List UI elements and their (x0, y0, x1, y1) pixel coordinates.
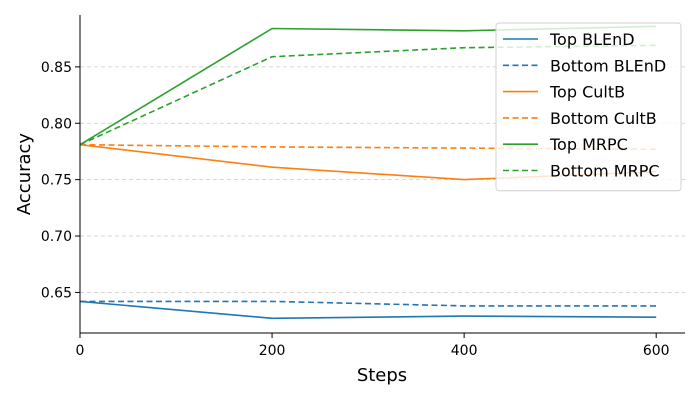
series-line-0 (79, 300, 657, 320)
series-line-1 (80, 300, 657, 307)
legend-label: Bottom BLEnD (550, 56, 666, 75)
x-ticks: 0 200 400 600 (76, 333, 670, 359)
legend: Top BLEnD Bottom BLEnD Top CultB Bottom Cul… (495, 22, 682, 192)
axes (79, 15, 685, 334)
y-tick-label: 0.65 (41, 285, 72, 301)
y-ticks: 0.65 0.70 0.75 0.80 0.85 (41, 60, 80, 301)
legend-label: Top BLEnD (549, 30, 635, 49)
legend-label: Top CultB (549, 83, 625, 102)
x-tick-label: 600 (643, 343, 670, 359)
y-axis-title: Accuracy (14, 133, 35, 216)
y-tick-label: 0.80 (41, 116, 72, 132)
legend-label: Top MRPC (549, 135, 628, 154)
x-tick-label: 200 (259, 343, 286, 359)
legend-label: Bottom CultB (550, 109, 657, 128)
y-tick-label: 0.70 (41, 229, 72, 245)
y-tick-label: 0.85 (41, 60, 72, 76)
x-axis-title: Steps (357, 365, 407, 386)
x-tick-label: 0 (76, 343, 85, 359)
legend-label: Bottom MRPC (550, 162, 660, 181)
y-tick-label: 0.75 (41, 173, 72, 189)
legend-box (495, 22, 682, 192)
x-tick-label: 400 (451, 343, 478, 359)
